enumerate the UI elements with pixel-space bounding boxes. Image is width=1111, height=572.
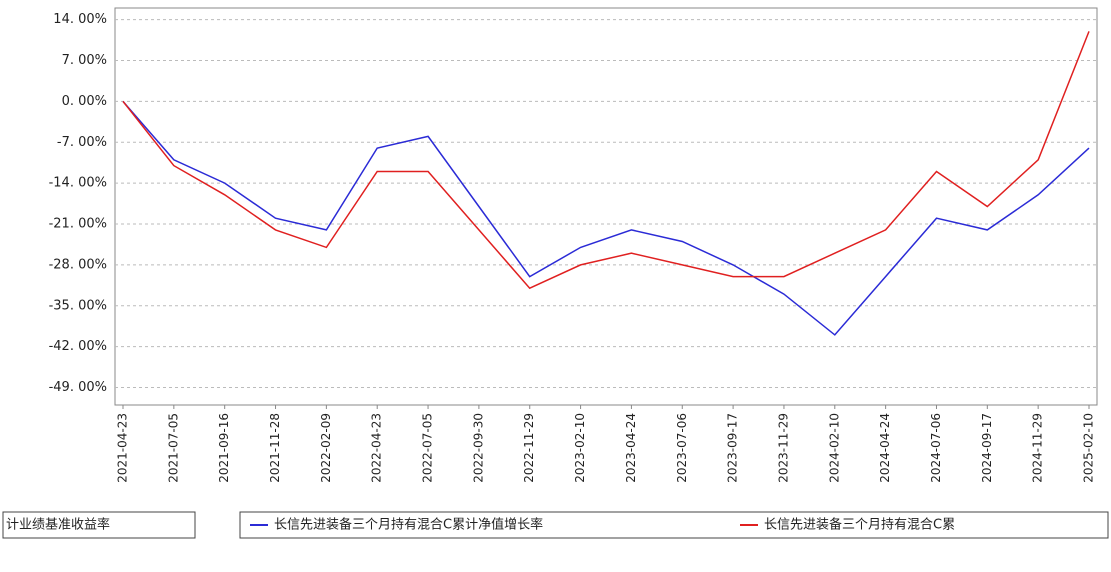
series-line	[123, 31, 1089, 288]
legend-label: 长信先进装备三个月持有混合C累	[764, 517, 955, 533]
x-tick-label: 2023-02-10	[573, 413, 587, 483]
x-tick-label: 2024-04-24	[878, 413, 892, 483]
x-tick-label: 2023-09-17	[726, 413, 740, 483]
x-tick-label: 2022-02-09	[319, 413, 333, 483]
legend-label: 长信先进装备三个月持有混合C累计净值增长率	[274, 517, 543, 533]
x-tick-label: 2024-09-17	[980, 413, 994, 483]
y-tick-label: 0. 00%	[62, 94, 107, 109]
x-tick-label: 2022-04-23	[370, 413, 384, 483]
x-tick-label: 2024-11-29	[1031, 413, 1045, 483]
y-tick-label: -28. 00%	[49, 257, 107, 272]
x-tick-label: 2024-07-06	[929, 413, 943, 483]
x-tick-label: 2024-02-10	[827, 413, 841, 483]
x-tick-label: 2023-11-29	[776, 413, 790, 483]
x-tick-label: 2021-07-05	[166, 413, 180, 483]
x-tick-label: 2022-09-30	[471, 413, 485, 483]
x-tick-label: 2022-07-05	[421, 413, 435, 483]
series-line	[123, 101, 1089, 335]
legend-note: 计业绩基准收益率	[6, 517, 110, 533]
x-tick-label: 2022-11-29	[522, 413, 536, 483]
y-tick-label: -49. 00%	[49, 380, 107, 395]
plot-frame	[115, 8, 1097, 405]
y-tick-label: -7. 00%	[57, 135, 107, 150]
x-tick-label: 2023-04-24	[624, 413, 638, 483]
y-tick-label: -42. 00%	[49, 339, 107, 354]
y-tick-label: 14. 00%	[53, 12, 107, 27]
x-tick-label: 2021-04-23	[116, 413, 130, 483]
y-tick-label: -21. 00%	[49, 217, 107, 232]
x-tick-label: 2025-02-10	[1082, 413, 1096, 483]
x-tick-label: 2021-09-16	[217, 413, 231, 483]
y-tick-label: 7. 00%	[62, 53, 107, 68]
y-tick-label: -14. 00%	[49, 176, 107, 191]
x-tick-label: 2023-07-06	[675, 413, 689, 483]
chart: 计业绩基准收益率 14. 00% 7. 00% 0. 00% -7. 00% -14. …	[0, 0, 1111, 568]
x-tick-label: 2021-11-28	[268, 413, 282, 483]
y-tick-label: -35. 00%	[49, 298, 107, 313]
